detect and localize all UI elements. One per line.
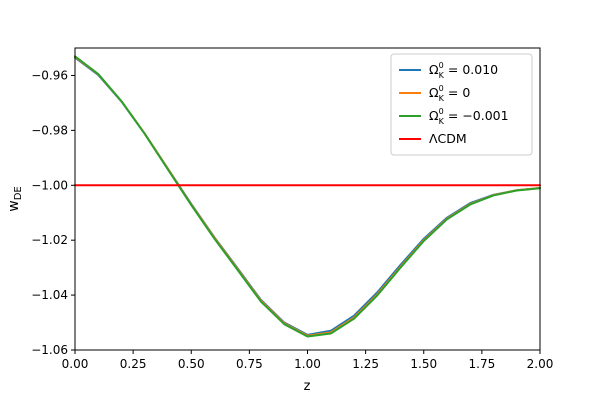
series-layer	[74, 55, 541, 338]
y-tick-label: −1.02	[31, 233, 68, 247]
y-axis-label: wDE	[6, 186, 24, 211]
legend-label: Ω0 K = 0.010	[429, 61, 498, 80]
x-tick-label: 1.25	[352, 357, 379, 371]
x-axis-label: z	[304, 379, 311, 394]
y-axis: −0.96 −0.98 −1.00 −1.02 −1.04 −1.06	[31, 68, 75, 357]
x-tick-label: 0.50	[178, 357, 205, 371]
series-line-2	[74, 55, 541, 338]
x-tick-label: 1.00	[294, 357, 321, 371]
legend: Ω0 K = 0.010 Ω0 K = 0 Ω0 K = −0.001 ΛCDM	[390, 53, 533, 156]
x-tick-label: 2.00	[527, 357, 554, 371]
legend-box	[390, 53, 533, 156]
x-tick-label: 1.75	[469, 357, 496, 371]
legend-label: ΛCDM	[429, 131, 467, 146]
x-tick-label: 1.50	[410, 357, 437, 371]
y-tick-label: −0.96	[31, 68, 68, 82]
x-tick-label: 0.25	[120, 357, 147, 371]
y-tick-label: −1.06	[31, 343, 68, 357]
x-tick-label: 0.00	[62, 357, 89, 371]
legend-label: Ω0 K = −0.001	[429, 107, 509, 126]
legend-label: Ω0 K = 0	[429, 84, 470, 103]
y-tick-label: −0.98	[31, 123, 68, 137]
x-axis: 0.00 0.25 0.50 0.75 1.00 1.25 1.50 1.75 2.00	[62, 350, 554, 371]
y-tick-label: −1.00	[31, 178, 68, 192]
x-tick-label: 0.75	[236, 357, 263, 371]
y-tick-label: −1.04	[31, 288, 68, 302]
